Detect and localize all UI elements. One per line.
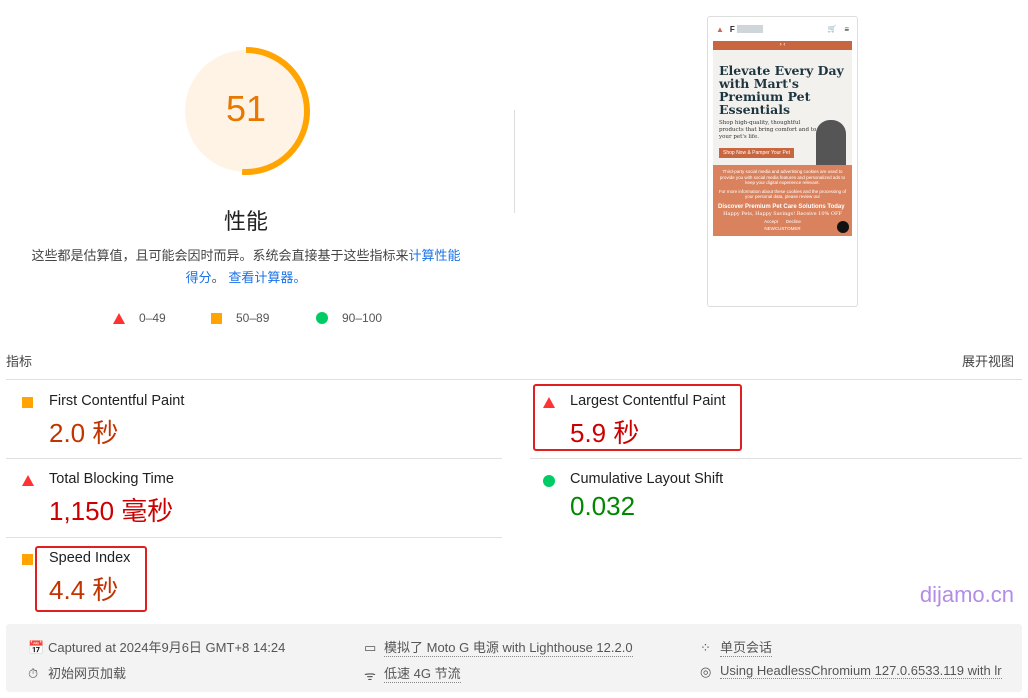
divider bbox=[6, 537, 502, 538]
square-icon bbox=[22, 554, 33, 565]
captured-text: Captured at 2024年9月6日 GMT+8 14:24 bbox=[48, 640, 286, 655]
metric-value: 0.032 bbox=[570, 491, 636, 521]
accept-button[interactable]: Accept bbox=[764, 218, 778, 224]
session-icon: ⁘ bbox=[700, 640, 711, 655]
square-icon bbox=[211, 312, 222, 324]
metric-fcp: First Contentful Paint 2.0 秒 bbox=[6, 393, 476, 448]
square-icon bbox=[22, 397, 33, 408]
highlight-box bbox=[533, 384, 742, 451]
metric-label: Speed Index bbox=[49, 550, 131, 566]
metric-label: Largest Contentful Paint bbox=[570, 393, 726, 409]
calculator-link[interactable]: 查看计算器。 bbox=[228, 270, 307, 285]
metric-value: 1,150 毫秒 bbox=[49, 496, 174, 526]
session-text[interactable]: 单页会话 bbox=[720, 637, 773, 657]
divider bbox=[514, 110, 515, 213]
metric-value: 2.0 秒 bbox=[49, 418, 119, 448]
watermark: dijamo.cn bbox=[919, 582, 1014, 607]
description-text: 这些都是估算值，且可能会因时而异。系统会直接基于这些指标来 bbox=[31, 248, 409, 263]
menu-icon: ≡ bbox=[844, 24, 849, 34]
emulation-text[interactable]: 模拟了 Moto G 电源 with Lighthouse 12.2.0 bbox=[384, 637, 633, 657]
footer-load: ⏱ 初始网页加载 bbox=[28, 663, 126, 682]
score-calc-link[interactable]: 计算性能得分 bbox=[185, 248, 461, 285]
page-screenshot[interactable]: ▲ F 🛒 ≡ › ‹ Elevate Every Day with Mart's … bbox=[707, 16, 858, 307]
wifi-icon: ᯤ bbox=[364, 668, 376, 683]
triangle-icon bbox=[543, 397, 555, 408]
brand: F bbox=[729, 24, 735, 34]
triangle-icon bbox=[22, 475, 34, 486]
circle-icon bbox=[543, 475, 555, 487]
footer-browser[interactable]: ◎ Using HeadlessChromium 127.0.6533.119 w… bbox=[700, 663, 1002, 679]
legend-label: 0–49 bbox=[139, 311, 166, 325]
metric-value: 4.4 秒 bbox=[49, 575, 119, 605]
metric-label: Cumulative Layout Shift bbox=[570, 471, 724, 487]
metric-cls: Cumulative Layout Shift 0.032 bbox=[527, 471, 997, 521]
cart-icon: 🛒 bbox=[827, 26, 837, 33]
legend-pass: 90–100 bbox=[316, 311, 382, 325]
category-title: 性能 bbox=[223, 209, 268, 234]
gauge-arc bbox=[182, 47, 310, 175]
promo-code: NEWCUSTOMER bbox=[764, 226, 801, 231]
metric-label: Total Blocking Time bbox=[49, 471, 174, 487]
metric-lcp: Largest Contentful Paint 5.9 秒 bbox=[527, 393, 997, 448]
metric-speed-index: Speed Index 4.4 秒 bbox=[6, 550, 476, 605]
chrome-icon: ◎ bbox=[700, 664, 712, 679]
run-info-footer: 📅 Captured at 2024年9月6日 GMT+8 14:24 ⏱ 初始网页… bbox=[6, 624, 1022, 692]
legend-label: 50–89 bbox=[236, 311, 270, 325]
divider bbox=[6, 458, 502, 459]
circle-icon bbox=[316, 312, 328, 324]
decline-button[interactable]: Decline bbox=[785, 218, 801, 224]
footer-throttling[interactable]: ᯤ 低速 4G 节流 bbox=[364, 663, 461, 683]
divider bbox=[6, 379, 1022, 380]
chat-icon[interactable] bbox=[837, 220, 849, 233]
browser-text[interactable]: Using HeadlessChromium 127.0.6533.119 wi… bbox=[720, 663, 1002, 679]
metrics-header: 指标 bbox=[6, 354, 33, 369]
cta-button[interactable]: Shop Now & Pamper Your Pet bbox=[719, 148, 794, 158]
description-sep: 。 bbox=[211, 270, 225, 285]
hero-subtext: Shop high-quality, thoughtful products t… bbox=[719, 120, 817, 140]
legend-fail: 0–49 bbox=[113, 311, 166, 325]
hero-image bbox=[816, 120, 846, 165]
timer-icon: ⏱ bbox=[28, 665, 39, 681]
legend-label: 90–100 bbox=[342, 311, 383, 325]
expand-view-toggle[interactable]: 展开视图 bbox=[961, 354, 1014, 369]
footer-captured: 📅 Captured at 2024年9月6日 GMT+8 14:24 bbox=[28, 637, 285, 656]
throttling-text[interactable]: 低速 4G 节流 bbox=[384, 663, 461, 683]
score-gauge bbox=[182, 47, 310, 175]
discover-heading: Discover Premium Pet Care Solutions Toda… bbox=[718, 203, 845, 210]
footer-session[interactable]: ⁘ 单页会话 bbox=[700, 637, 773, 657]
divider bbox=[530, 458, 1022, 459]
devices-icon: ▭ bbox=[364, 640, 377, 655]
triangle-icon bbox=[113, 312, 125, 324]
cookie-text-2: For more information about these cookies… bbox=[718, 188, 847, 200]
calendar-icon: 📅 bbox=[28, 639, 45, 655]
initial-load-text: 初始网页加载 bbox=[48, 666, 127, 681]
metric-tbt: Total Blocking Time 1,150 毫秒 bbox=[6, 471, 476, 526]
promo-text: Happy Pets, Happy Savings! Receive 10% O… bbox=[723, 210, 842, 217]
logo-icon: ▲ bbox=[716, 24, 724, 34]
performance-description: 这些都是估算值，且可能会因时而异。系统会直接基于这些指标来计算性能得分。 查看计… bbox=[26, 245, 466, 289]
hero-heading: Elevate Every Day with Mart's Premium Pe… bbox=[719, 63, 844, 117]
metric-label: First Contentful Paint bbox=[49, 393, 185, 409]
performance-score: 51 bbox=[225, 88, 267, 129]
footer-emulation[interactable]: ▭ 模拟了 Moto G 电源 with Lighthouse 12.2.0 bbox=[364, 637, 633, 657]
highlight-box bbox=[35, 546, 147, 612]
legend-average: 50–89 bbox=[211, 311, 269, 325]
metric-value: 5.9 秒 bbox=[570, 418, 640, 448]
gauge-background bbox=[185, 50, 307, 172]
cookie-text: Third-party social media and advertising… bbox=[719, 169, 846, 185]
announcement-bar: › ‹ bbox=[713, 41, 852, 50]
